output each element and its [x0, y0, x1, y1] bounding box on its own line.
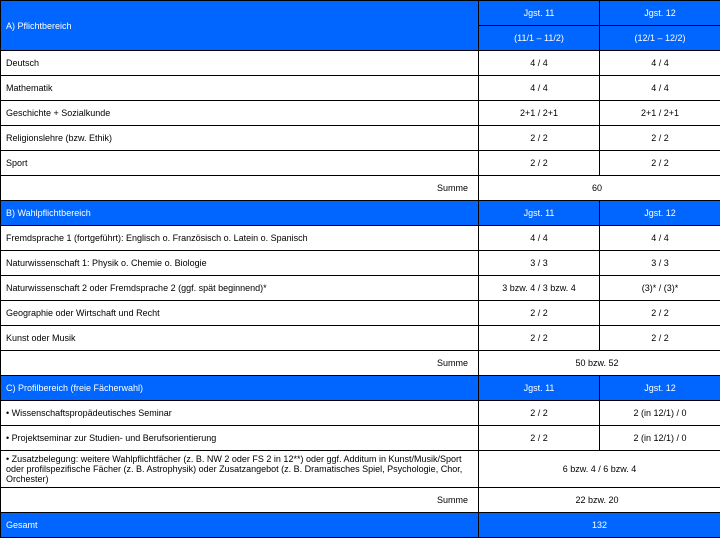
section-c-title: C) Profilbereich (freie Fächerwahl) [1, 376, 479, 401]
row-label: Geographie oder Wirtschaft und Recht [1, 301, 479, 326]
table-row: Religionslehre (bzw. Ethik) 2 / 2 2 / 2 [1, 126, 720, 151]
col-jgst11-top: Jgst. 11 [479, 1, 600, 26]
curriculum-table: A) Pflichtbereich Jgst. 11 Jgst. 12 (11/… [0, 0, 720, 538]
row-label: • Wissenschaftspropädeutisches Seminar [1, 401, 479, 426]
summe-row-a: Summe 60 [1, 176, 720, 201]
row-label: Naturwissenschaft 2 oder Fremdsprache 2 … [1, 276, 479, 301]
table-row: Sport 2 / 2 2 / 2 [1, 151, 720, 176]
zusatz-label: • Zusatzbelegung: weitere Wahlpflichtfäc… [1, 451, 479, 488]
summe-value: 60 [479, 176, 720, 201]
row-val: 3 bzw. 4 / 3 bzw. 4 [479, 276, 600, 301]
row-val: 2 / 2 [600, 301, 720, 326]
gesamt-label: Gesamt [1, 513, 479, 538]
row-val: 4 / 4 [600, 51, 720, 76]
summe-value: 22 bzw. 20 [479, 488, 720, 513]
summe-label: Summe [1, 351, 479, 376]
table-row: Geschichte + Sozialkunde 2+1 / 2+1 2+1 /… [1, 101, 720, 126]
table-row: Geographie oder Wirtschaft und Recht 2 /… [1, 301, 720, 326]
table-row: Naturwissenschaft 1: Physik o. Chemie o.… [1, 251, 720, 276]
table-row: • Wissenschaftspropädeutisches Seminar 2… [1, 401, 720, 426]
row-val: 2 / 2 [600, 151, 720, 176]
gesamt-value: 132 [479, 513, 720, 538]
summe-label: Summe [1, 488, 479, 513]
row-val: 4 / 4 [600, 76, 720, 101]
section-a-title: A) Pflichtbereich [1, 1, 479, 51]
row-val: 3 / 3 [600, 251, 720, 276]
summe-value: 50 bzw. 52 [479, 351, 720, 376]
row-label: Deutsch [1, 51, 479, 76]
row-val: 3 / 3 [479, 251, 600, 276]
summe-label: Summe [1, 176, 479, 201]
row-val: 2 / 2 [479, 301, 600, 326]
row-label: Mathematik [1, 76, 479, 101]
col-jgst11: Jgst. 11 [479, 376, 600, 401]
row-label: • Projektseminar zur Studien- und Berufs… [1, 426, 479, 451]
row-val: 2 / 2 [479, 151, 600, 176]
row-label: Kunst oder Musik [1, 326, 479, 351]
section-b-title: B) Wahlpflichtbereich [1, 201, 479, 226]
table-row: Mathematik 4 / 4 4 / 4 [1, 76, 720, 101]
row-val: 2 / 2 [600, 126, 720, 151]
row-val: 2 / 2 [479, 426, 600, 451]
col-jgst12: Jgst. 12 [600, 201, 720, 226]
row-val: 2+1 / 2+1 [600, 101, 720, 126]
summe-row-c: Summe 22 bzw. 20 [1, 488, 720, 513]
row-val: 4 / 4 [479, 76, 600, 101]
row-val: 2 / 2 [479, 401, 600, 426]
row-val: 4 / 4 [479, 51, 600, 76]
row-label: Fremdsprache 1 (fortgeführt): Englisch o… [1, 226, 479, 251]
table-row: Naturwissenschaft 2 oder Fremdsprache 2 … [1, 276, 720, 301]
col-jgst12: Jgst. 12 [600, 376, 720, 401]
table-row: • Zusatzbelegung: weitere Wahlpflichtfäc… [1, 451, 720, 488]
row-val: 4 / 4 [600, 226, 720, 251]
table-row: Deutsch 4 / 4 4 / 4 [1, 51, 720, 76]
summe-row-b: Summe 50 bzw. 52 [1, 351, 720, 376]
col-jgst11-sub: (11/1 – 11/2) [479, 26, 600, 51]
table-row: • Projektseminar zur Studien- und Berufs… [1, 426, 720, 451]
table-row: Kunst oder Musik 2 / 2 2 / 2 [1, 326, 720, 351]
row-val: (3)* / (3)* [600, 276, 720, 301]
row-val: 2 (in 12/1) / 0 [600, 401, 720, 426]
col-jgst12-top: Jgst. 12 [600, 1, 720, 26]
col-jgst12-sub: (12/1 – 12/2) [600, 26, 720, 51]
row-label: Religionslehre (bzw. Ethik) [1, 126, 479, 151]
row-val: 4 / 4 [479, 226, 600, 251]
row-val: 2 / 2 [600, 326, 720, 351]
table-row: Fremdsprache 1 (fortgeführt): Englisch o… [1, 226, 720, 251]
row-val: 2 (in 12/1) / 0 [600, 426, 720, 451]
col-jgst11: Jgst. 11 [479, 201, 600, 226]
zusatz-value: 6 bzw. 4 / 6 bzw. 4 [479, 451, 720, 488]
row-val: 2 / 2 [479, 126, 600, 151]
gesamt-row: Gesamt 132 [1, 513, 720, 538]
row-val: 2 / 2 [479, 326, 600, 351]
row-label: Naturwissenschaft 1: Physik o. Chemie o.… [1, 251, 479, 276]
row-val: 2+1 / 2+1 [479, 101, 600, 126]
row-label: Geschichte + Sozialkunde [1, 101, 479, 126]
row-label: Sport [1, 151, 479, 176]
